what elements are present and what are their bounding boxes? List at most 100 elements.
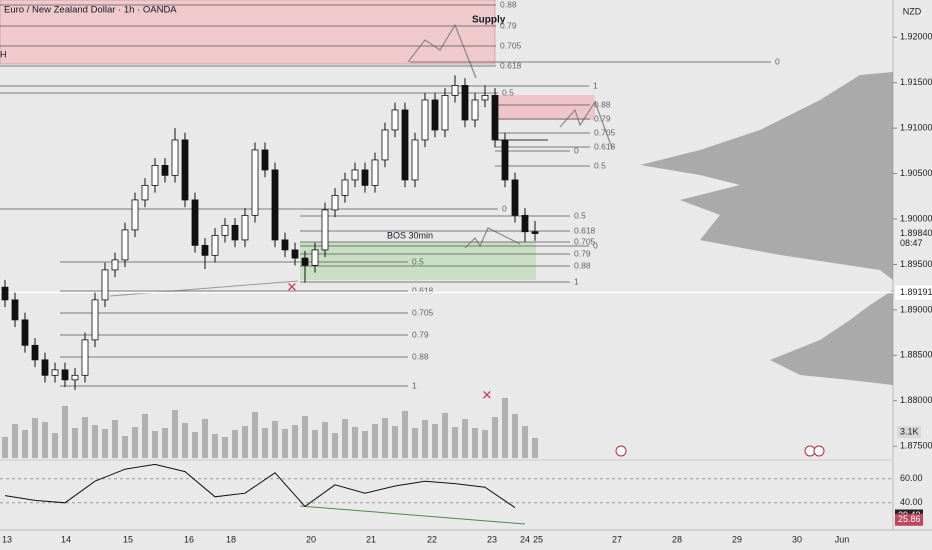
candle-body xyxy=(81,339,89,376)
candle-body xyxy=(521,214,529,233)
candle-body xyxy=(31,344,39,361)
volume-bar xyxy=(342,419,348,458)
price-axis-bg xyxy=(893,0,932,550)
volume-bar xyxy=(522,426,528,458)
event-icon[interactable] xyxy=(813,445,825,457)
x-tick-label: 15 xyxy=(123,534,133,544)
volume-bar xyxy=(142,414,148,458)
volume-bar xyxy=(492,417,498,458)
volume-bar xyxy=(382,418,388,458)
y-tick-label: 1.87500 xyxy=(900,441,932,451)
volume-bar xyxy=(102,429,108,458)
volume-bar xyxy=(462,419,468,458)
volume-bar xyxy=(402,411,408,458)
fib-label: 0 xyxy=(593,240,598,250)
volume-bar xyxy=(282,429,288,458)
volume-label-box xyxy=(897,426,921,438)
volume-bar xyxy=(302,416,308,458)
x-tick-label: 16 xyxy=(184,534,194,544)
y-tick-label: 1.91500 xyxy=(900,77,932,87)
last-price-label: 1.89840 xyxy=(900,228,932,238)
fib-label: 0.705 xyxy=(574,236,596,246)
volume-bar xyxy=(182,423,188,458)
fib-label: 0.88 xyxy=(500,0,517,9)
candle-body xyxy=(11,299,19,321)
countdown: 08:47 xyxy=(900,238,923,248)
y-tick-label: 1.88500 xyxy=(900,350,932,360)
x-tick-label: 13 xyxy=(2,534,12,544)
rsi-line xyxy=(4,463,516,509)
candle-body xyxy=(531,231,539,234)
candle-body xyxy=(121,229,129,261)
fib-label: 0.618 xyxy=(574,225,596,235)
fib-label: 0 xyxy=(574,145,579,155)
candle-body xyxy=(411,139,419,181)
demand-zone xyxy=(300,242,536,280)
volume-bar xyxy=(2,437,8,458)
candle-body xyxy=(151,164,159,186)
candle-body xyxy=(41,359,49,376)
candle-body xyxy=(231,224,239,241)
volume-bar xyxy=(352,427,358,458)
volume-bar xyxy=(252,412,258,458)
y-tick-label: 1.88000 xyxy=(900,395,932,405)
volume-bar xyxy=(412,428,418,458)
x-tick-label: 30 xyxy=(792,534,802,544)
volume-bar xyxy=(422,420,428,458)
line-price-box xyxy=(895,285,932,300)
fib-label: 0.88 xyxy=(574,260,591,270)
y-tick-label: 1.89500 xyxy=(900,259,932,269)
supply-label: Supply xyxy=(472,15,506,26)
volume-bar xyxy=(172,410,178,458)
fib-label: 0.5 xyxy=(594,160,606,170)
x-tick-label: 21 xyxy=(366,534,376,544)
volume-bar xyxy=(212,434,218,458)
trend-line xyxy=(109,280,299,297)
candle-body xyxy=(371,159,379,186)
projection-arrow xyxy=(407,23,477,79)
fib-label: 1 xyxy=(412,380,417,390)
fib-label: 0.618 xyxy=(594,141,616,151)
candle-body xyxy=(401,109,409,181)
candle-body xyxy=(301,257,309,266)
candle-body xyxy=(221,224,229,236)
fib-label: 0.5 xyxy=(574,210,586,220)
x-marker: ✕ xyxy=(287,279,298,294)
candle-body xyxy=(271,169,279,241)
fib-label: 0.618 xyxy=(412,285,434,295)
fib-label: 0.5 xyxy=(412,256,424,266)
x-tick-label: 24 xyxy=(520,534,530,544)
divergence-line xyxy=(299,505,526,525)
candle-body xyxy=(111,259,119,271)
volume-bar xyxy=(392,426,398,458)
candle-body xyxy=(351,169,359,181)
candle-body xyxy=(421,99,429,141)
volume-bar xyxy=(12,424,18,458)
candle-body xyxy=(71,374,79,381)
candle-body xyxy=(291,249,299,259)
fib-label: 0.705 xyxy=(594,127,616,137)
candle-body xyxy=(341,179,349,196)
event-icon[interactable] xyxy=(615,445,627,457)
volume-bar xyxy=(372,424,378,458)
rsi-tick-label: 60.00 xyxy=(900,473,923,483)
volume-bar xyxy=(202,419,208,458)
candle-body xyxy=(51,369,59,376)
x-tick-label: 25 xyxy=(533,534,543,544)
volume-bar xyxy=(22,430,28,458)
volume-bar xyxy=(32,418,38,458)
volume-bar xyxy=(432,424,438,458)
volume-bar xyxy=(312,430,318,458)
volume-bar xyxy=(232,430,238,458)
volume-bar xyxy=(42,422,48,458)
candle-body xyxy=(441,95,449,131)
candle-body xyxy=(511,179,519,216)
candle-body xyxy=(241,214,249,241)
volume-label: 3.1K xyxy=(900,426,919,436)
y-tick-label: 1.90500 xyxy=(900,168,932,178)
rsi-value-box xyxy=(895,513,923,526)
candle-body xyxy=(251,149,259,216)
fib-label: 0.79 xyxy=(574,248,591,258)
volume-bar xyxy=(72,428,78,458)
